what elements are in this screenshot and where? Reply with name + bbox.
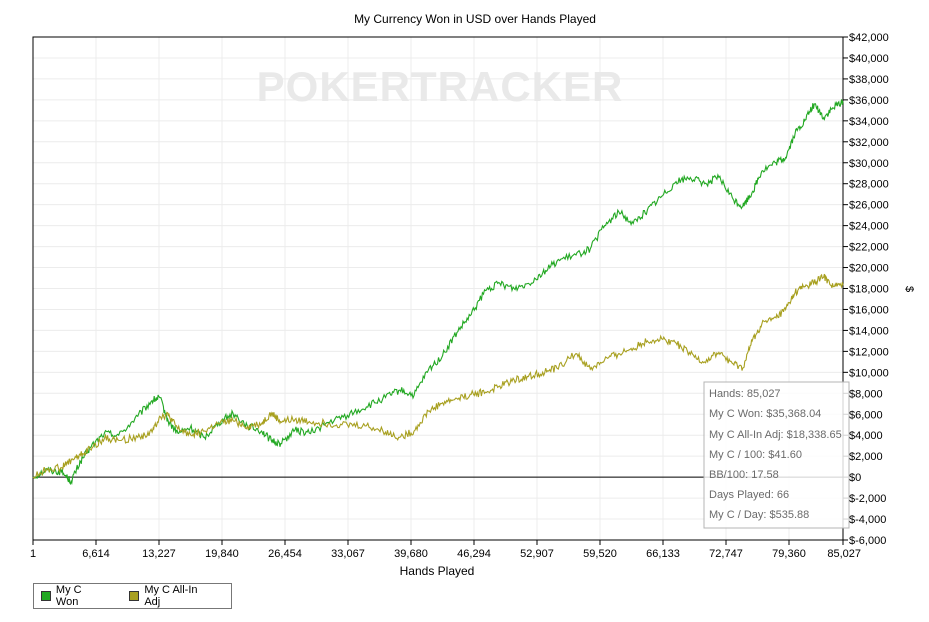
watermark: POKERTRACKER xyxy=(257,63,624,110)
y-tick-label: $12,000 xyxy=(849,346,889,358)
stats-bb100: BB/100: 17.58 xyxy=(709,469,779,481)
x-tick-label: 85,027 xyxy=(827,548,861,560)
stats-per100: My C / 100: $41.60 xyxy=(709,449,802,461)
x-tick-label: 19,840 xyxy=(205,548,239,560)
y-tick-label: $2,000 xyxy=(849,451,883,463)
stats-perday: My C / Day: $535.88 xyxy=(709,509,809,521)
y-tick-label: $36,000 xyxy=(849,95,889,107)
legend-swatch xyxy=(41,591,51,601)
stats-hands: Hands: 85,027 xyxy=(709,388,781,400)
legend-swatch xyxy=(129,591,140,601)
series-line-my-c-allin-adj xyxy=(32,273,844,479)
stats-box-background xyxy=(703,381,850,529)
y-tick-label: $22,000 xyxy=(849,242,889,254)
y-tick-label: $24,000 xyxy=(849,221,889,233)
y-tick-label: $4,000 xyxy=(849,430,883,442)
series-layer xyxy=(32,99,844,486)
chart-title: My Currency Won in USD over Hands Played xyxy=(354,12,596,26)
y-tick-label: $18,000 xyxy=(849,284,889,296)
y-tick-label: $-6,000 xyxy=(849,535,886,547)
y-tick-label: $38,000 xyxy=(849,74,889,86)
legend: My C Won My C All-In Adj xyxy=(33,583,232,609)
legend-label: My C Won xyxy=(55,584,82,608)
stats-box: Hands: 85,027 My C Won: $35,368.04 My C … xyxy=(703,381,850,529)
x-tick-label: 33,067 xyxy=(331,548,365,560)
y-tick-label: $42,000 xyxy=(849,32,889,44)
stats-allin: My C All-In Adj: $18,338.65 xyxy=(709,429,842,441)
x-tick-label: 59,520 xyxy=(583,548,617,560)
y-tick-label: $26,000 xyxy=(849,200,889,212)
x-tick-label: 1 xyxy=(30,548,36,560)
x-tick-label: 13,227 xyxy=(142,548,176,560)
x-tick-label: 26,454 xyxy=(268,548,302,560)
y-tick-label: $8,000 xyxy=(849,388,883,400)
stats-days: Days Played: 66 xyxy=(709,489,789,501)
x-tick-label: 79,360 xyxy=(772,548,806,560)
y-tick-label: $32,000 xyxy=(849,137,889,149)
x-tick-label: 39,680 xyxy=(394,548,428,560)
stats-won: My C Won: $35,368.04 xyxy=(709,408,821,420)
x-tick-label: 66,133 xyxy=(646,548,680,560)
legend-item-my-c-won[interactable]: My C Won xyxy=(41,584,106,608)
y-tick-label: $0 xyxy=(849,472,861,484)
y-tick-label: $14,000 xyxy=(849,325,889,337)
y-tick-label: $10,000 xyxy=(849,367,889,379)
legend-label: My C All-In Adj xyxy=(144,584,198,608)
y-axis-label: $ xyxy=(903,286,915,292)
x-axis-label: Hands Played xyxy=(400,564,475,578)
x-axis: 1 6,614 13,227 19,840 26,454 33,067 39,680 46,2… xyxy=(30,540,861,560)
series-line-my-c-won xyxy=(32,99,844,486)
y-tick-label: $-4,000 xyxy=(849,514,886,526)
y-tick-label: $6,000 xyxy=(849,409,883,421)
y-tick-label: $16,000 xyxy=(849,304,889,316)
y-tick-label: $28,000 xyxy=(849,179,889,191)
legend-item-my-c-allin-adj[interactable]: My C All-In Adj xyxy=(129,584,215,608)
y-tick-label: $34,000 xyxy=(849,116,889,128)
y-tick-label: $-2,000 xyxy=(849,493,886,505)
x-tick-label: 52,907 xyxy=(520,548,554,560)
x-tick-label: 72,747 xyxy=(709,548,743,560)
x-tick-label: 46,294 xyxy=(457,548,491,560)
y-tick-label: $30,000 xyxy=(849,158,889,170)
y-tick-label: $20,000 xyxy=(849,263,889,275)
x-tick-label: 6,614 xyxy=(82,548,110,560)
y-axis: $42,000 $40,000 $38,000 $36,000 $34,000 $32,0… xyxy=(843,32,889,547)
y-tick-label: $40,000 xyxy=(849,53,889,65)
